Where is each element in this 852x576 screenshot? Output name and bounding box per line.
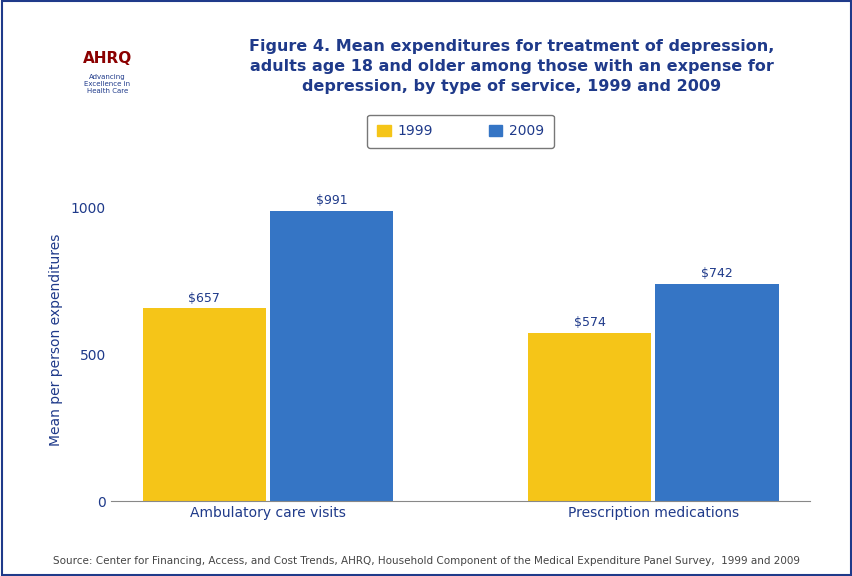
Text: $574: $574 [573, 316, 605, 329]
Bar [142, 309, 266, 501]
Bar [269, 210, 393, 501]
Text: Advancing
Excellence in
Health Care: Advancing Excellence in Health Care [84, 74, 130, 94]
Text: adults age 18 and older among those with an expense for: adults age 18 and older among those with… [250, 59, 773, 74]
Text: Figure 4. Mean expenditures for treatment of depression,: Figure 4. Mean expenditures for treatmen… [249, 39, 774, 54]
Bar [654, 283, 778, 501]
Text: $991: $991 [315, 194, 347, 207]
Bar [527, 333, 651, 501]
Text: $742: $742 [700, 267, 732, 280]
Y-axis label: Mean per person expenditures: Mean per person expenditures [49, 234, 62, 446]
Legend: 1999, 2009: 1999, 2009 [366, 115, 554, 148]
Text: depression, by type of service, 1999 and 2009: depression, by type of service, 1999 and… [302, 79, 721, 94]
Text: AHRQ: AHRQ [83, 51, 132, 66]
Text: Source: Center for Financing, Access, and Cost Trends, AHRQ, Household Component: Source: Center for Financing, Access, an… [53, 556, 799, 566]
Text: $657: $657 [188, 292, 220, 305]
